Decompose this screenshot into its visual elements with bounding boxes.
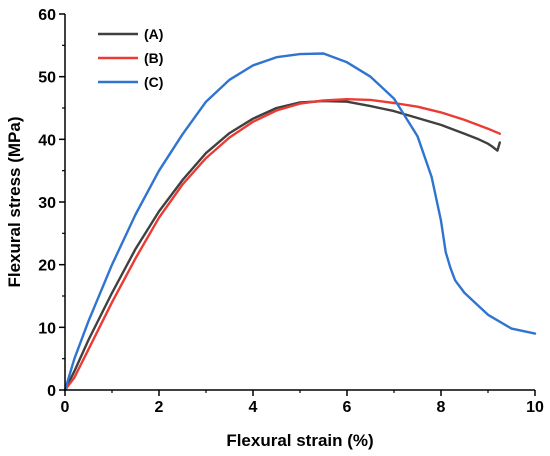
- series-lines: [63, 52, 537, 392]
- y-tick-label: 0: [47, 383, 56, 400]
- axes: [64, 14, 535, 391]
- x-axis-label: Flexural strain (%): [226, 431, 373, 450]
- series-line-a: [63, 99, 501, 392]
- legend-label: (A): [144, 26, 163, 42]
- y-tick-label: 30: [38, 195, 56, 212]
- y-axis-label: Flexural stress (MPa): [5, 116, 24, 287]
- x-tick-label: 4: [249, 399, 258, 416]
- x-tick-label: 10: [526, 399, 544, 416]
- legend-item: (B): [98, 50, 163, 66]
- series-line-c: [63, 52, 537, 392]
- legend-item: (A): [98, 26, 163, 42]
- legend-item: (C): [98, 74, 163, 90]
- y-ticks: 0 10 20 30 40 50 60: [38, 7, 65, 400]
- y-tick-label: 20: [38, 258, 56, 275]
- y-tick-label: 50: [38, 70, 56, 87]
- series-line-b: [63, 97, 501, 392]
- legend-label: (C): [144, 74, 163, 90]
- legend-label: (B): [144, 50, 163, 66]
- x-tick-label: 6: [343, 399, 352, 416]
- y-tick-label: 40: [38, 132, 56, 149]
- x-ticks: 0 2 4 6 8 10: [61, 390, 544, 416]
- x-tick-label: 2: [155, 399, 164, 416]
- y-tick-label: 60: [38, 7, 56, 24]
- legend: (A) (B) (C): [98, 26, 163, 90]
- y-tick-label: 10: [38, 320, 56, 337]
- x-tick-label: 8: [437, 399, 446, 416]
- x-tick-label: 0: [61, 399, 70, 416]
